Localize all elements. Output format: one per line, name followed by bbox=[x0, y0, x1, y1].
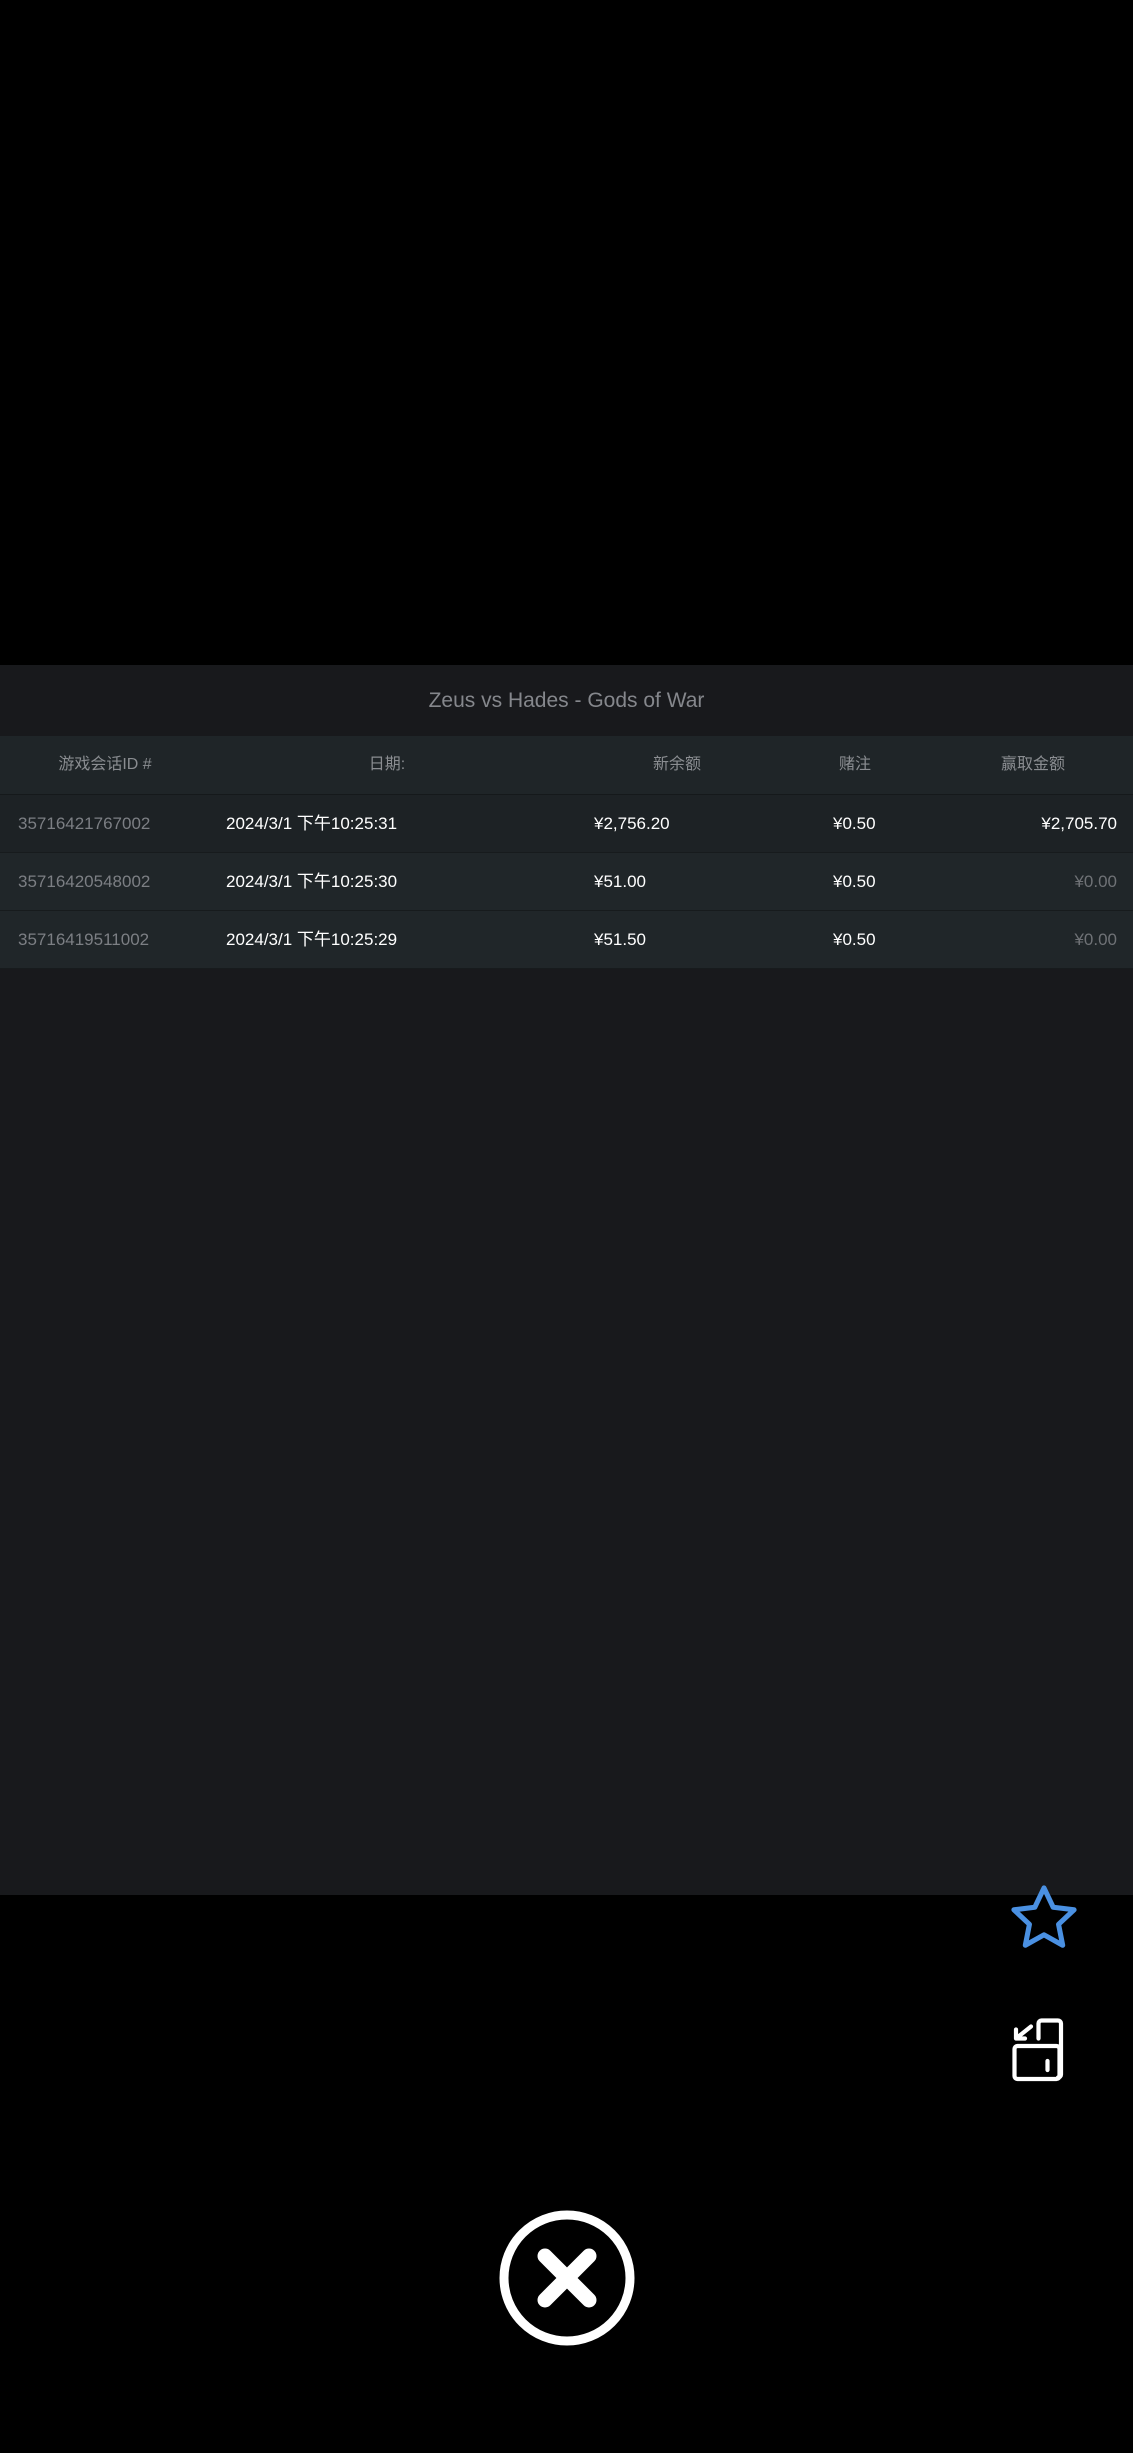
game-title: Zeus vs Hades - Gods of War bbox=[428, 689, 705, 712]
table-row[interactable]: 35716419511002 2024/3/1 下午10:25:29 ¥51.5… bbox=[0, 911, 1133, 969]
star-icon[interactable] bbox=[1006, 1880, 1082, 1956]
table-row[interactable]: 35716420548002 2024/3/1 下午10:25:30 ¥51.0… bbox=[0, 853, 1133, 911]
session-id: 35716421767002 bbox=[18, 814, 151, 833]
date: 2024/3/1 下午10:25:31 bbox=[226, 814, 398, 833]
bet: ¥0.50 bbox=[833, 930, 876, 949]
new-balance: ¥2,756.20 bbox=[594, 814, 670, 833]
rotate-screen-icon[interactable] bbox=[1004, 2010, 1088, 2094]
col-session-id: 游戏会话ID # bbox=[58, 756, 152, 773]
win-amount: ¥2,705.70 bbox=[1041, 814, 1117, 833]
close-circle-icon[interactable] bbox=[497, 2208, 637, 2348]
table-row[interactable]: 35716421767002 2024/3/1 下午10:25:31 ¥2,75… bbox=[0, 795, 1133, 853]
table-header: 游戏会话ID # 日期: 新余额 赌注 赢取金额 bbox=[0, 736, 1133, 795]
session-id: 35716419511002 bbox=[18, 930, 150, 949]
col-date: 日期: bbox=[368, 756, 406, 773]
new-balance: ¥51.50 bbox=[594, 930, 646, 949]
win-amount: ¥0.00 bbox=[1074, 930, 1117, 949]
col-win: 赢取金额 bbox=[1000, 756, 1066, 773]
col-bet: 赌注 bbox=[838, 756, 872, 773]
col-new-balance: 新余额 bbox=[652, 756, 702, 773]
bet: ¥0.50 bbox=[833, 814, 876, 833]
bet: ¥0.50 bbox=[833, 872, 876, 891]
date: 2024/3/1 下午10:25:29 bbox=[226, 930, 398, 949]
date: 2024/3/1 下午10:25:30 bbox=[226, 872, 398, 891]
game-history-panel: Zeus vs Hades - Gods of War 游戏会话ID # 日期:… bbox=[0, 665, 1133, 1895]
session-id: 35716420548002 bbox=[18, 872, 151, 891]
win-amount: ¥0.00 bbox=[1074, 872, 1117, 891]
new-balance: ¥51.00 bbox=[594, 872, 646, 891]
